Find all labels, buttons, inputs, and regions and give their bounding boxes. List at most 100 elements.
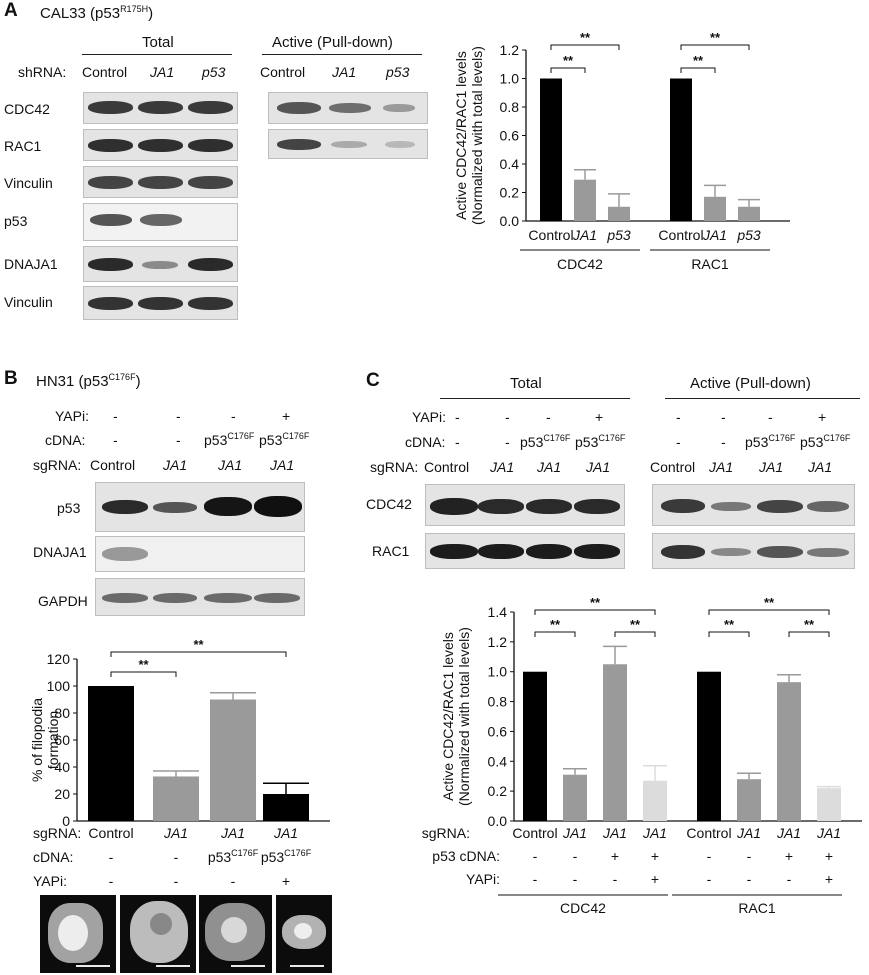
bar: [697, 671, 721, 821]
x-tick-label: JA1: [273, 825, 298, 841]
bar: [603, 664, 627, 821]
significance-stars: **: [193, 637, 204, 652]
x-tick-label: JA1: [816, 825, 841, 841]
lane-label: JA1: [218, 457, 243, 473]
significance-stars: **: [804, 617, 815, 632]
microscopy-ja1-p53: [199, 895, 272, 973]
significance-bracket: [708, 609, 830, 615]
yapi-value: +: [282, 408, 291, 424]
lane-label: JA1: [490, 459, 515, 475]
yapi-value: -: [231, 873, 236, 889]
blot-rac1-active: [268, 129, 428, 159]
panel-c-active-rule: [665, 398, 860, 399]
y-tick-label: 1.2: [500, 42, 520, 58]
x-tick-label: Control: [528, 227, 573, 243]
significance-bracket: [708, 631, 750, 637]
sgrna-label: sgRNA:: [370, 459, 419, 475]
y-tick-label: 80: [54, 705, 70, 721]
x-tick-label: JA1: [572, 227, 597, 243]
blot-label: p53: [4, 213, 28, 229]
blot-label: DNAJA1: [33, 544, 87, 560]
cdna-value: p53C176F: [204, 431, 255, 449]
significance-bracket: [534, 631, 576, 637]
yapi-value: +: [595, 409, 604, 425]
lane-label: Control: [424, 459, 470, 475]
x-tick-label: Control: [658, 227, 703, 243]
lane-label: JA1: [709, 459, 734, 475]
y-tick-label: 120: [47, 651, 71, 667]
significance-stars: **: [710, 30, 721, 45]
bar: [540, 78, 562, 221]
cdna-value: +: [611, 848, 619, 864]
significance-stars: **: [580, 30, 591, 45]
bar: [738, 206, 760, 221]
yapi-label: YAPi:: [33, 873, 67, 889]
lane-label: Control: [260, 64, 306, 80]
cdna-value: -: [113, 432, 118, 448]
yapi-value: -: [768, 409, 773, 425]
bar: [210, 699, 256, 821]
y-axis-label: (Normalized with total levels): [469, 46, 485, 225]
blot-cdc42-active: [268, 92, 428, 124]
y-tick-label: 1.4: [488, 604, 508, 620]
x-tick-label: JA1: [736, 825, 761, 841]
y-axis-label: Active CDC42/RAC1 levels: [453, 51, 469, 220]
bar: [777, 682, 801, 821]
y-axis-label: % of filopodia: [29, 698, 45, 782]
sgrna-label: sgRNA:: [33, 457, 82, 473]
lane-label: JA1: [808, 459, 833, 475]
blot-dnaja1-total: [83, 246, 238, 282]
cdna-value: -: [455, 434, 460, 450]
yapi-value: -: [573, 871, 578, 887]
lane-label: p53: [202, 64, 226, 80]
significance-bracket: [110, 671, 177, 677]
x-tick-label: JA1: [702, 227, 727, 243]
yapi-value: +: [282, 873, 290, 889]
yapi-value: -: [546, 409, 551, 425]
significance-bracket: [614, 631, 656, 637]
y-tick-label: 0.2: [488, 783, 508, 799]
lane-label: JA1: [586, 459, 611, 475]
blot-rac1-total: [83, 129, 238, 161]
cdna-value: +: [785, 848, 793, 864]
yapi-value: -: [747, 871, 752, 887]
lane-label: JA1: [332, 64, 357, 80]
panel-a-total-header: Total: [142, 34, 174, 51]
bar: [263, 794, 309, 821]
blot-rac1-total-c: [425, 533, 625, 569]
y-tick-label: 0.0: [488, 813, 508, 829]
blot-vinculin-total: [83, 166, 238, 198]
y-tick-label: 100: [47, 678, 71, 694]
cdna-label: cDNA:: [45, 432, 86, 448]
lane-label: p53: [386, 64, 410, 80]
yapi-value: -: [109, 873, 114, 889]
significance-bracket: [550, 44, 620, 50]
y-tick-label: 1.2: [488, 634, 508, 650]
lane-label: Control: [650, 459, 696, 475]
cdna-value: -: [573, 848, 578, 864]
significance-stars: **: [590, 595, 601, 610]
blot-gapdh-hn31: [95, 578, 305, 616]
cdna-value: -: [505, 434, 510, 450]
y-axis-label: Active CDC42/RAC1 levels: [440, 632, 456, 801]
cdna-label: p53 cDNA:: [432, 848, 500, 864]
y-tick-label: 20: [54, 786, 70, 802]
yapi-value: +: [651, 871, 659, 887]
yapi-value: -: [113, 408, 118, 424]
y-tick-label: 40: [54, 759, 70, 775]
blot-label: CDC42: [4, 101, 50, 117]
lane-label: JA1: [537, 459, 562, 475]
significance-bracket: [550, 67, 586, 73]
bar: [523, 671, 547, 821]
blot-p53-hn31: [95, 482, 305, 532]
cdna-value: p53C176F: [800, 433, 851, 451]
bar: [670, 78, 692, 221]
significance-bracket: [110, 651, 287, 657]
group-label: RAC1: [691, 256, 729, 272]
blot-label: RAC1: [372, 543, 410, 559]
lane-label: JA1: [270, 457, 295, 473]
y-tick-label: 0.4: [488, 753, 508, 769]
y-tick-label: 0.8: [500, 99, 520, 115]
yapi-value: -: [787, 871, 792, 887]
panel-a-total-rule: [82, 54, 232, 55]
